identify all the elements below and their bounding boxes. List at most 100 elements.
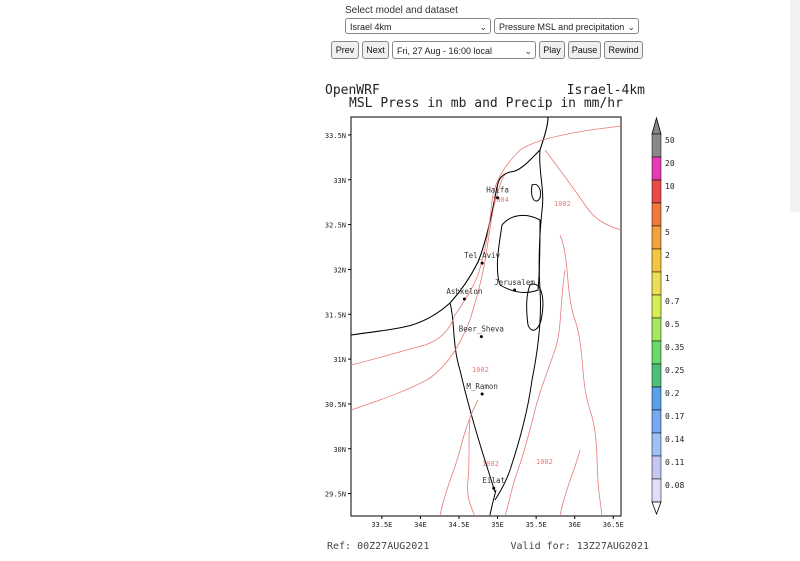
city-dot	[513, 288, 517, 292]
city-label: M_Ramon	[466, 382, 498, 391]
isobar	[504, 269, 566, 517]
colorbar-swatch	[651, 478, 662, 503]
colorbar-label: 0.08	[665, 481, 684, 490]
model-select[interactable]: Israel 4km ⌄	[345, 18, 491, 34]
latitude-ticks: 33.5N 33N 32.5N 32N 31.5N 31N 30.5N 30N 29.5N	[325, 132, 351, 499]
colorbar-label: 0.25	[665, 366, 684, 375]
gulf-of-aqaba	[489, 489, 497, 516]
pause-button[interactable]: Pause	[568, 41, 601, 59]
colorbar-swatch	[651, 294, 662, 319]
colorbar-label: 0.17	[665, 412, 684, 421]
sea-of-galilee	[531, 183, 541, 202]
colorbar-label: 10	[665, 182, 675, 191]
chevron-down-icon: ⌄	[524, 46, 532, 56]
isobar-label: 1002	[482, 460, 499, 468]
isobar	[350, 125, 622, 366]
city-label: Eilat	[482, 476, 505, 485]
lon-tick-label: 34E	[414, 521, 427, 529]
colorbar-swatch	[651, 363, 662, 388]
colorbar-swatch	[651, 409, 662, 434]
isobar	[350, 174, 506, 411]
play-button[interactable]: Play	[539, 41, 565, 59]
lon-tick-label: 33.5E	[371, 521, 392, 529]
colorbar-swatch	[651, 386, 662, 411]
west-bank-outline	[496, 214, 541, 293]
chart-domain: Israel-4km	[567, 83, 645, 98]
colorbar-swatch	[651, 340, 662, 365]
lat-tick-label: 33.5N	[325, 132, 346, 140]
isobar	[544, 149, 622, 231]
city-dot	[462, 297, 466, 301]
colorbar-label: 20	[665, 159, 675, 168]
colorbar-label: 7	[665, 205, 670, 214]
lat-tick-label: 30.5N	[325, 401, 346, 409]
ref-time: Ref: 00Z27AUG2021	[327, 541, 429, 552]
colorbar-swatch	[651, 179, 662, 204]
colorbar-swatch	[651, 271, 662, 296]
isobar	[439, 399, 479, 517]
time-select[interactable]: Fri, 27 Aug - 16:00 local ⌄	[392, 41, 536, 59]
coastline	[350, 116, 549, 336]
lat-tick-label: 30N	[333, 446, 346, 454]
select-model-label: Select model and dataset	[345, 5, 458, 16]
colorbar-label: 0.14	[665, 435, 684, 444]
chart-brand: OpenWRF	[325, 83, 380, 98]
border-west	[449, 302, 496, 493]
colorbar-swatch	[651, 317, 662, 342]
valid-time: Valid for: 13Z27AUG2021	[511, 541, 649, 552]
colorbar-swatch	[651, 156, 662, 181]
isobar-label: 1002	[554, 200, 571, 208]
lat-tick-label: 31.5N	[325, 311, 346, 319]
chart-title: MSL Press in mb and Precip in mm/hr	[349, 96, 623, 111]
colorbar-label: 0.11	[665, 458, 684, 467]
dataset-select[interactable]: Pressure MSL and precipitation ⌄	[494, 18, 639, 34]
lat-tick-label: 33N	[333, 177, 346, 185]
colorbar-swatch	[651, 225, 662, 250]
precip-colorbar: 50 20 10 7 5 2 1 0.7 0.5 0.35 0.25 0.2 0.17 0.14 0.11 0…	[651, 116, 684, 516]
city-dot	[480, 392, 484, 396]
map-features: 1004 1002 1002 1002 1002	[350, 116, 622, 517]
city-label: Beer_Sheva	[459, 325, 504, 334]
lat-tick-label: 31N	[333, 356, 346, 364]
time-select-value: Fri, 27 Aug - 16:00 local	[397, 46, 493, 56]
colorbar-label: 0.7	[665, 297, 680, 306]
isobar-label: 1002	[536, 458, 553, 466]
isobar-label: 1004	[492, 196, 509, 204]
city-label: Haifa	[486, 186, 509, 195]
page-scrollbar[interactable]	[790, 0, 800, 212]
chevron-down-icon: ⌄	[479, 22, 487, 32]
isobar	[467, 419, 476, 517]
isobar	[559, 449, 581, 517]
lat-tick-label: 32N	[333, 266, 346, 274]
colorbar-label: 0.5	[665, 320, 680, 329]
rewind-button[interactable]: Rewind	[604, 41, 643, 59]
dataset-select-value: Pressure MSL and precipitation	[499, 22, 625, 32]
city-dot	[480, 261, 484, 265]
colorbar-swatch	[651, 202, 662, 227]
border-east	[494, 149, 544, 501]
colorbar-swatch	[651, 432, 662, 457]
chevron-down-icon: ⌄	[627, 22, 635, 32]
lon-tick-label: 36E	[568, 521, 581, 529]
colorbar-top-arrow	[651, 116, 662, 135]
city-label: Ashkelon	[446, 287, 482, 296]
next-button[interactable]: Next	[362, 41, 389, 59]
lat-tick-label: 29.5N	[325, 491, 346, 499]
isobar	[559, 234, 603, 517]
prev-button[interactable]: Prev	[331, 41, 359, 59]
city-dot	[479, 335, 483, 339]
lon-tick-label: 36.5E	[603, 521, 624, 529]
colorbar-label: 0.35	[665, 343, 684, 352]
colorbar-label: 50	[665, 136, 675, 145]
city-dot	[492, 486, 496, 490]
model-select-value: Israel 4km	[350, 22, 392, 32]
colorbar-label: 2	[665, 251, 670, 260]
city-label: Tel_Aviv	[464, 251, 501, 260]
city-markers: Haifa Tel_Aviv Jerusalem Ashkelon Beer_Sheva…	[446, 186, 535, 490]
colorbar-label: 5	[665, 228, 670, 237]
colorbar-swatch	[651, 455, 662, 480]
lon-tick-label: 35.5E	[526, 521, 547, 529]
colorbar-swatch	[651, 248, 662, 273]
lon-tick-label: 34.5E	[448, 521, 469, 529]
